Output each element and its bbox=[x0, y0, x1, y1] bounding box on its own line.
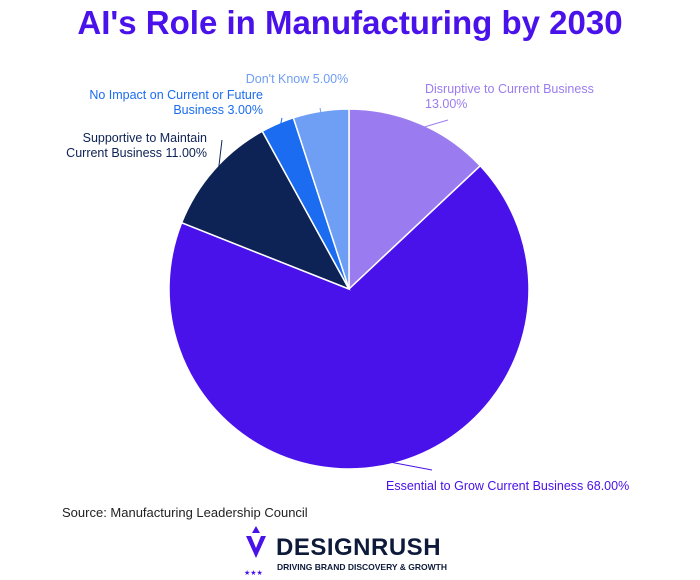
value-label: 13.00% bbox=[425, 97, 468, 111]
brand: DESIGNRUSH bbox=[276, 534, 442, 561]
pie-slice bbox=[168, 164, 530, 470]
category-name: Essential to Grow Current Business bbox=[386, 479, 584, 493]
source: Source: Manufacturing Leadership Council bbox=[62, 505, 308, 520]
value-label: 3.00% bbox=[227, 103, 263, 117]
leader-line bbox=[319, 107, 323, 117]
tagline: DRIVING BRAND DISCOVERY & GROWTH bbox=[277, 562, 448, 572]
slice-label: Disruptive to Current Business 13.00% bbox=[425, 82, 620, 112]
slice-label: Don't Know 5.00% bbox=[232, 72, 362, 87]
category-name: Don't Know bbox=[245, 72, 310, 86]
leader-line bbox=[279, 117, 283, 129]
value-label: 68.00% bbox=[586, 479, 630, 493]
value-label: 11.00% bbox=[165, 146, 207, 160]
slice-label: Supportive to Maintain Current Business … bbox=[47, 131, 207, 161]
value-label: 5.00% bbox=[312, 72, 349, 86]
leader-line bbox=[381, 460, 433, 471]
category-name: No Impact on Current or Future Business bbox=[89, 88, 263, 117]
chart-title: AI's Role in Manufacturing by 2030 bbox=[77, 4, 623, 41]
category-name: Disruptive to Current Business bbox=[425, 82, 594, 96]
slice-label: No Impact on Current or Future Business … bbox=[70, 88, 263, 118]
category-name: Supportive to Maintain Current Business bbox=[66, 131, 207, 160]
pie-slice bbox=[180, 130, 351, 291]
logo-icon: ★★★ bbox=[244, 526, 266, 577]
slice-label: Essential to Grow Current Business 68.00… bbox=[386, 479, 686, 494]
leader-line bbox=[217, 139, 223, 174]
svg-text:★★★: ★★★ bbox=[244, 569, 263, 577]
leader-line bbox=[418, 119, 449, 130]
pie-slice bbox=[348, 108, 482, 291]
